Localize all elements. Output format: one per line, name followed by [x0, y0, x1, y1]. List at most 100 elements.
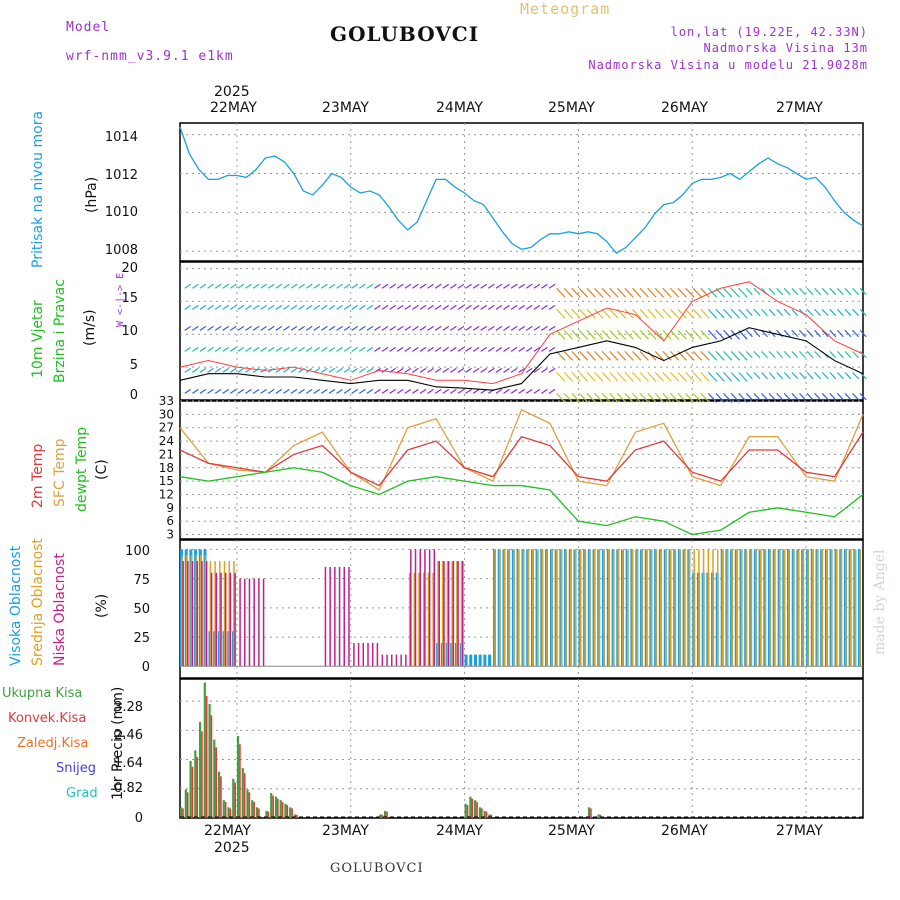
wind-arrow [677, 393, 687, 403]
wind-arrow [852, 393, 860, 401]
cloud-bar-2 [386, 654, 388, 667]
cloud-bar-1 [532, 549, 534, 667]
panel-frame-1 [179, 261, 864, 401]
cloud-bar-2 [400, 654, 402, 667]
wind-arrow [229, 325, 237, 331]
wind-arrow [654, 350, 665, 361]
wind-arrow [632, 287, 642, 298]
model-altitude-text: Nadmorska Visina u modelu 21.9028m [588, 58, 868, 72]
wind-arrow [791, 393, 799, 401]
wind-arrow [389, 283, 396, 289]
wind-arrow [814, 350, 822, 359]
wind-arrow [594, 371, 604, 382]
wind-arrow [632, 393, 642, 403]
wind-arrow [442, 346, 450, 352]
wind-arrow [647, 393, 657, 403]
wind-arrow [396, 304, 404, 310]
precip-bar-conv [243, 773, 246, 818]
precip-bar-total [474, 800, 477, 818]
cloud-bar-1 [669, 549, 672, 667]
wind-arrow [753, 329, 761, 338]
wind-arrow [465, 388, 472, 394]
wind-arrow [252, 325, 260, 331]
wind-arrow [366, 304, 374, 310]
precip-bar-total [232, 778, 235, 818]
dewpt-line [179, 467, 864, 536]
wind-arrow [753, 350, 761, 359]
wind-arrow [321, 388, 328, 394]
precip-bar-total [587, 807, 591, 818]
precip-bar-conv [258, 808, 260, 818]
wind-arrow [495, 346, 503, 352]
cloud-bar-1 [660, 549, 662, 667]
wind-arrow [624, 329, 634, 340]
c-tick-50: 50 [133, 602, 150, 617]
lonlat-text: lon,lat (19.22E, 42.33N) [670, 25, 868, 39]
temp-2m-line [179, 431, 864, 487]
wind-arrow [799, 371, 806, 380]
wind-arrow [503, 283, 510, 289]
wind-arrow [275, 283, 283, 289]
wind-arrow [533, 325, 541, 331]
precip-bar-total [289, 807, 292, 818]
cloud-bar-1 [460, 561, 463, 667]
wind-arrow [783, 308, 791, 317]
wind-arrow [563, 371, 574, 382]
wind-arrow [465, 346, 472, 352]
precip-bar-conv [248, 792, 251, 818]
wind-arrow [495, 388, 503, 394]
wind-arrow [313, 325, 321, 331]
wind-arrow [434, 367, 442, 373]
wind-arrow [381, 346, 389, 352]
wind-arrow [632, 350, 642, 361]
wind-arrow [707, 308, 718, 319]
wind-arrow [404, 367, 412, 373]
precip-bar-total [189, 760, 192, 818]
pr-tick-082: 0.82 [114, 781, 143, 796]
p-tick-1010: 1010 [104, 205, 138, 220]
wind-arrow [783, 393, 791, 401]
cloud-bar-1 [223, 561, 226, 667]
wind-arrow [723, 329, 733, 340]
c-tick-100: 100 [125, 544, 150, 559]
wind-arrow [525, 304, 533, 310]
wind-arrow [184, 325, 192, 331]
cloud-bar-1 [721, 549, 724, 667]
wind-arrow [829, 350, 837, 359]
wind-arrow [836, 287, 844, 296]
wind-arrow [609, 371, 619, 382]
date-bot-2: 23MAY [322, 823, 369, 839]
wind-arrow [328, 304, 336, 310]
wind-arrow [556, 371, 566, 382]
cloud-bar-1 [664, 549, 667, 667]
temp-tick-12: 12 [159, 487, 174, 501]
wind-arrow [245, 304, 252, 310]
cloud-bar-1 [631, 549, 634, 667]
wind-arrow [806, 287, 814, 296]
wind-arrow [700, 308, 710, 319]
date-top-6: 27MAY [776, 100, 823, 116]
wind-arrow [632, 371, 642, 382]
wind-arrow [366, 388, 374, 394]
wind-arrow [821, 287, 829, 296]
wind-arrow [358, 304, 366, 310]
wind-arrow [654, 371, 665, 382]
wind-arrow [465, 367, 472, 373]
cloud-bar-1 [517, 549, 520, 667]
wind-arrow [844, 308, 852, 317]
wind-arrow [814, 371, 822, 380]
wind-arrow [647, 287, 657, 298]
wind-arrow [548, 367, 556, 373]
wind-arrow [836, 350, 844, 359]
wind-arrow [184, 283, 192, 289]
cloud-bar-1 [698, 549, 700, 667]
cloud-bar-1 [674, 549, 676, 667]
wind-arrow [662, 308, 672, 319]
wind-arrow [525, 367, 533, 373]
cloud-bar-2 [367, 642, 369, 667]
wind-arrow [419, 304, 427, 310]
wind-arrow [814, 287, 822, 296]
wind-arrow [427, 304, 434, 310]
precip-legend-conv: Konvek.Kisa [8, 711, 87, 726]
cloud-bar-2 [419, 549, 421, 667]
